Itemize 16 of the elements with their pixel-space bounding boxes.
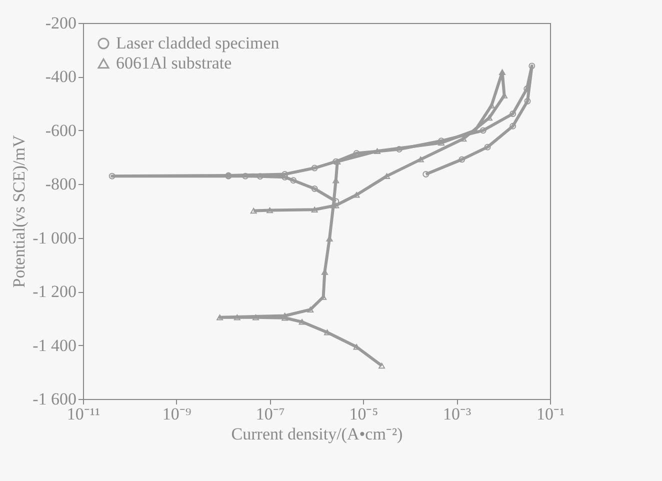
legend-label: Laser cladded specimen [116, 34, 280, 52]
x-tick-label: 10⁻⁷ [256, 404, 285, 424]
y-tick-label: -1 000 [32, 228, 76, 248]
y-tick-label: -400 [45, 67, 76, 86]
legend-label: 6061Al substrate [116, 54, 232, 72]
y-tick-label: -200 [45, 14, 76, 32]
y-axis-title: Potential(vs SCE)/mV [10, 134, 29, 288]
x-tick-label: 10⁻⁹ [162, 404, 192, 424]
y-tick-label: -800 [45, 174, 76, 194]
x-tick-label: 10⁻⁵ [349, 404, 378, 424]
y-tick-label: -600 [45, 120, 76, 140]
y-tick-label: -1 400 [32, 336, 76, 355]
x-tick-label: 10⁻³ [443, 404, 472, 424]
x-tick-label: 10⁻¹ [536, 404, 565, 424]
y-tick-label: -1 200 [32, 282, 76, 302]
x-axis-title: Current density/(A•cm⁻²) [231, 424, 403, 444]
